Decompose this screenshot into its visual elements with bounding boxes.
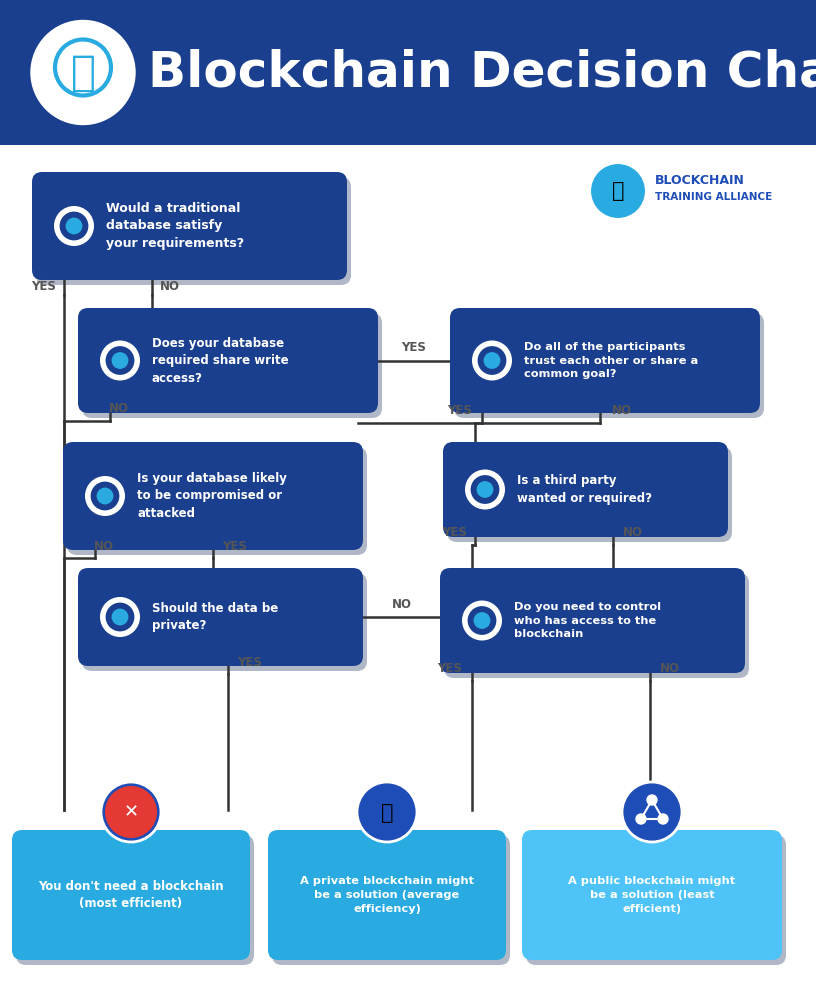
Bar: [0, 0, 816, 145]
Circle shape: [54, 206, 94, 246]
Circle shape: [477, 346, 507, 375]
Text: NO: NO: [94, 540, 114, 552]
Text: ✕: ✕: [123, 803, 139, 821]
FancyBboxPatch shape: [522, 830, 782, 960]
Circle shape: [357, 782, 417, 842]
Text: YES: YES: [447, 404, 472, 418]
Text: NO: NO: [612, 404, 632, 418]
Circle shape: [462, 600, 502, 641]
Circle shape: [31, 20, 135, 124]
Circle shape: [55, 39, 111, 96]
FancyBboxPatch shape: [12, 830, 250, 960]
Text: Do you need to control
who has access to the
blockchain: Do you need to control who has access to…: [514, 602, 661, 639]
Circle shape: [101, 782, 161, 842]
FancyBboxPatch shape: [78, 308, 378, 413]
Circle shape: [658, 814, 668, 824]
Text: NO: NO: [660, 662, 680, 676]
Circle shape: [85, 476, 125, 516]
Text: TRAINING ALLIANCE: TRAINING ALLIANCE: [655, 192, 772, 202]
Text: Is a third party
wanted or required?: Is a third party wanted or required?: [517, 474, 652, 505]
Circle shape: [105, 786, 157, 838]
Text: 🌐: 🌐: [612, 181, 624, 201]
Text: YES: YES: [32, 279, 56, 292]
Circle shape: [477, 481, 494, 498]
Circle shape: [468, 606, 496, 635]
Circle shape: [105, 346, 135, 375]
FancyBboxPatch shape: [454, 313, 764, 418]
Text: BLOCKCHAIN: BLOCKCHAIN: [655, 174, 745, 188]
Text: Do all of the participants
trust each other or share a
common goal?: Do all of the participants trust each ot…: [524, 342, 698, 379]
Circle shape: [105, 603, 135, 631]
FancyBboxPatch shape: [16, 835, 254, 965]
Circle shape: [471, 475, 499, 504]
Text: Should the data be
private?: Should the data be private?: [152, 602, 278, 632]
FancyBboxPatch shape: [440, 568, 745, 673]
Circle shape: [472, 340, 512, 380]
Circle shape: [96, 488, 113, 504]
FancyBboxPatch shape: [82, 313, 382, 418]
Circle shape: [60, 212, 88, 240]
Circle shape: [112, 352, 128, 369]
FancyBboxPatch shape: [450, 308, 760, 413]
FancyBboxPatch shape: [67, 447, 367, 555]
Text: Would a traditional
database satisfy
your requirements?: Would a traditional database satisfy you…: [106, 202, 244, 250]
Text: YES: YES: [437, 662, 463, 676]
Text: A public blockchain might
be a solution (least
efficient): A public blockchain might be a solution …: [569, 876, 735, 914]
Text: Blockchain Decision Chart: Blockchain Decision Chart: [148, 48, 816, 97]
Circle shape: [484, 352, 500, 369]
Text: You don't need a blockchain
(most efficient): You don't need a blockchain (most effici…: [38, 880, 224, 910]
Circle shape: [112, 609, 128, 625]
Circle shape: [590, 163, 646, 219]
FancyBboxPatch shape: [78, 568, 363, 666]
FancyBboxPatch shape: [63, 442, 363, 550]
FancyBboxPatch shape: [447, 447, 732, 542]
FancyBboxPatch shape: [443, 442, 728, 537]
Text: YES: YES: [237, 656, 263, 668]
FancyBboxPatch shape: [526, 835, 786, 965]
Text: Does your database
required share write
access?: Does your database required share write …: [152, 336, 289, 384]
Circle shape: [465, 470, 505, 510]
Text: YES: YES: [442, 526, 468, 540]
Circle shape: [636, 814, 646, 824]
FancyBboxPatch shape: [32, 172, 347, 280]
FancyBboxPatch shape: [444, 573, 749, 678]
Text: NO: NO: [392, 597, 411, 610]
Text: A private blockchain might
be a solution (average
efficiency): A private blockchain might be a solution…: [300, 876, 474, 914]
Text: YES: YES: [401, 341, 427, 354]
Text: 💡: 💡: [70, 51, 95, 94]
FancyBboxPatch shape: [272, 835, 510, 965]
Circle shape: [622, 782, 682, 842]
FancyBboxPatch shape: [268, 830, 506, 960]
Circle shape: [473, 612, 490, 629]
Text: YES: YES: [223, 540, 247, 552]
Circle shape: [100, 597, 140, 637]
Text: NO: NO: [109, 401, 129, 414]
Circle shape: [626, 786, 678, 838]
FancyBboxPatch shape: [36, 177, 351, 285]
Circle shape: [647, 795, 657, 805]
FancyBboxPatch shape: [82, 573, 367, 671]
Text: 🔓: 🔓: [381, 803, 393, 823]
Circle shape: [100, 340, 140, 380]
Circle shape: [65, 218, 82, 234]
Text: Is your database likely
to be compromised or
attacked: Is your database likely to be compromise…: [137, 472, 287, 520]
Circle shape: [91, 482, 119, 510]
Text: NO: NO: [623, 526, 643, 540]
Circle shape: [361, 786, 413, 838]
Text: NO: NO: [160, 279, 180, 292]
